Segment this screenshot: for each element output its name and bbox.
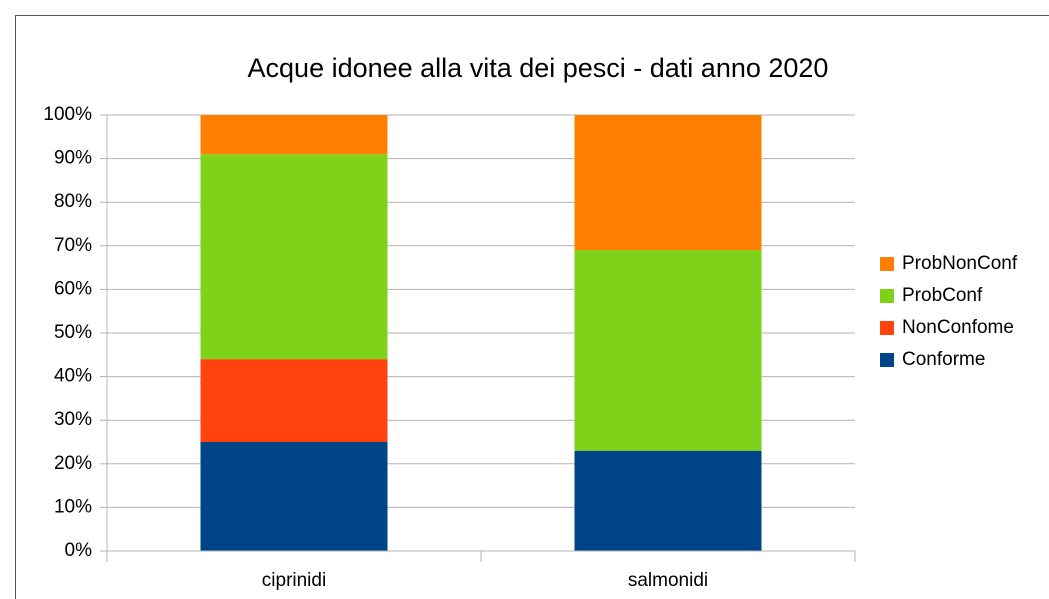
y-tick-label: 30% — [54, 409, 92, 430]
legend-label: ProbNonConf — [902, 253, 1018, 274]
bar-segment — [574, 115, 762, 251]
y-tick-label: 80% — [54, 191, 92, 212]
y-tick-label: 20% — [54, 453, 92, 474]
legend-swatch — [880, 353, 894, 367]
legend-label: ProbConf — [902, 285, 983, 306]
legend-label: Conforme — [902, 349, 985, 370]
bar-segment — [200, 115, 388, 155]
x-tick-label: salmonidi — [628, 570, 708, 591]
y-tick-label: 100% — [43, 104, 92, 125]
y-tick-label: 70% — [54, 235, 92, 256]
y-tick-label: 90% — [54, 148, 92, 169]
y-tick-label: 40% — [54, 366, 92, 387]
bar-segment — [200, 154, 388, 360]
legend-swatch — [880, 289, 894, 303]
bar-segment — [574, 250, 762, 451]
bar-segment — [200, 359, 388, 442]
y-tick-label: 10% — [54, 496, 92, 517]
legend-swatch — [880, 321, 894, 335]
chart-title: Acque idonee alla vita dei pesci - dati … — [248, 53, 829, 83]
bar-segment — [574, 450, 762, 551]
legend-swatch — [880, 257, 894, 271]
y-tick-label: 0% — [65, 540, 93, 561]
bar-segment — [200, 442, 388, 551]
y-tick-label: 60% — [54, 278, 92, 299]
x-tick-label: ciprinidi — [262, 570, 326, 591]
chart-border — [15, 15, 1049, 599]
y-tick-label: 50% — [54, 322, 92, 343]
legend-label: NonConfome — [902, 317, 1014, 338]
